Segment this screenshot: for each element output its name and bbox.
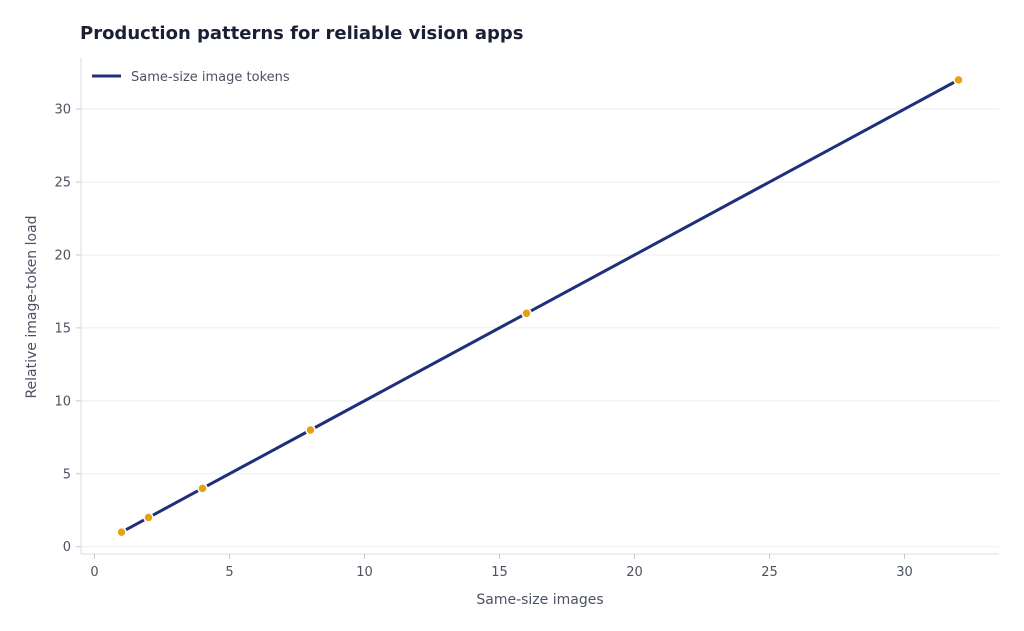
x-axis-label: Same-size images (476, 592, 603, 608)
y-tick-label: 0 (63, 540, 71, 555)
y-tick-label: 5 (63, 467, 71, 482)
legend: Same-size image tokens (92, 70, 290, 85)
x-tick-label: 15 (491, 565, 508, 580)
legend-label: Same-size image tokens (131, 70, 290, 85)
y-tick-label: 10 (54, 394, 71, 409)
data-point (521, 308, 532, 319)
y-tick-label: 30 (54, 103, 71, 118)
x-tick-label: 25 (761, 565, 778, 580)
data-point (953, 74, 964, 86)
chart-title: Production patterns for reliable vision … (80, 23, 523, 44)
y-tick-label: 20 (54, 248, 71, 263)
series-line (120, 78, 960, 534)
series (116, 74, 964, 538)
x-tick-label: 5 (225, 565, 233, 580)
axes: 0 5 10 15 20 25 30 0 5 10 15 20 25 30 (54, 58, 999, 580)
x-tick-label: 20 (626, 565, 643, 580)
x-tick-label: 30 (896, 565, 913, 580)
y-tick-label: 15 (54, 321, 71, 336)
data-point (143, 512, 154, 523)
data-point (305, 424, 316, 436)
y-tick-label: 25 (54, 176, 71, 191)
grid (81, 108, 999, 548)
y-axis-label: Relative image-token load (24, 215, 40, 398)
data-point (116, 526, 127, 538)
x-tick-label: 10 (356, 565, 373, 580)
x-tick-label: 0 (90, 565, 98, 580)
data-point (197, 483, 208, 494)
